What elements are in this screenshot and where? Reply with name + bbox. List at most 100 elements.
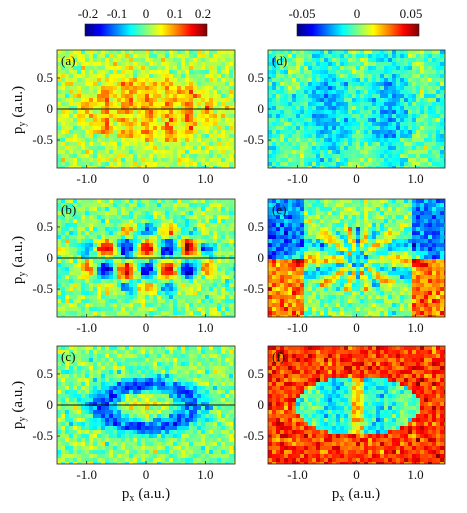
heatmap-cell [85, 414, 89, 418]
heatmap-cell [113, 438, 117, 442]
heatmap-cell [221, 462, 225, 464]
heatmap-cell [137, 62, 141, 66]
heatmap-cell [117, 426, 121, 430]
heatmap-cell [336, 86, 340, 90]
heatmap-cell [57, 134, 61, 138]
heatmap-cell [113, 126, 117, 130]
heatmap-cell [268, 58, 272, 62]
heatmap-cell [65, 130, 69, 134]
heatmap-cell [233, 450, 235, 454]
heatmap-cell [173, 263, 177, 267]
heatmap-cell [141, 94, 145, 98]
heatmap-cell [181, 166, 185, 168]
heatmap-cell [73, 126, 77, 130]
heatmap-cell [280, 78, 284, 82]
heatmap-cell [109, 122, 113, 126]
heatmap-cell [324, 70, 328, 74]
heatmap-cell [177, 74, 181, 78]
heatmap-cell [205, 223, 209, 227]
heatmap-cell [201, 162, 205, 166]
heatmap-cell [225, 203, 229, 207]
heatmap-cell [217, 86, 221, 90]
heatmap-cell [388, 58, 392, 62]
heatmap-cell [157, 130, 161, 134]
heatmap-cell [125, 62, 129, 66]
heatmap-cell [133, 70, 137, 74]
heatmap-cell [169, 426, 173, 430]
heatmap-cell [197, 134, 201, 138]
heatmap-cell [272, 86, 276, 90]
heatmap-cell [197, 150, 201, 154]
heatmap-cell [209, 58, 213, 62]
heatmap-cell [221, 62, 225, 66]
heatmap-cell [300, 50, 304, 54]
heatmap-cell [348, 62, 352, 66]
heatmap-cell [225, 138, 229, 142]
heatmap-cell [209, 430, 213, 434]
heatmap-cell [213, 275, 217, 279]
heatmap-cell [57, 418, 61, 422]
heatmap-cell [169, 398, 173, 402]
heatmap-cell [221, 378, 225, 382]
heatmap-cell [185, 239, 189, 243]
heatmap-cell [372, 66, 376, 70]
heatmap-cell [185, 158, 189, 162]
heatmap-cell [105, 303, 109, 307]
heatmap-cell [101, 434, 105, 438]
heatmap-cell [57, 166, 61, 168]
heatmap-cell [229, 54, 233, 58]
heatmap-cell [312, 78, 316, 82]
heatmap-cell [117, 70, 121, 74]
heatmap-cell [145, 251, 149, 255]
heatmap-cell [388, 66, 392, 70]
heatmap-cell [217, 74, 221, 78]
heatmap-cell [213, 199, 217, 203]
heatmap-cell [141, 223, 145, 227]
heatmap-cell [141, 114, 145, 118]
heatmap-cell [149, 271, 153, 275]
heatmap-cell [81, 223, 85, 227]
heatmap-cell [416, 66, 420, 70]
heatmap-cell [201, 358, 205, 362]
heatmap-cell [404, 118, 408, 122]
heatmap-cell [65, 138, 69, 142]
heatmap-cell [193, 122, 197, 126]
heatmap-cell [328, 50, 332, 54]
heatmap-cell [57, 158, 61, 162]
heatmap-cell [173, 50, 177, 54]
heatmap-cell [193, 430, 197, 434]
heatmap-cell [205, 162, 209, 166]
heatmap-cell [197, 271, 201, 275]
heatmap-cell [408, 70, 412, 74]
heatmap-cell [225, 370, 229, 374]
heatmap-cell [229, 215, 233, 219]
heatmap-cell [217, 215, 221, 219]
heatmap-cell [197, 418, 201, 422]
heatmap-cell [129, 434, 133, 438]
heatmap-cell [221, 303, 225, 307]
heatmap-cell [129, 58, 133, 62]
heatmap-cell [340, 50, 344, 54]
heatmap-cell [173, 203, 177, 207]
heatmap-cell [73, 114, 77, 118]
heatmap-cell [173, 458, 177, 462]
heatmap-cell [328, 58, 332, 62]
heatmap-cell [145, 271, 149, 275]
heatmap-cell [308, 50, 312, 54]
heatmap-cell [197, 239, 201, 243]
heatmap-cell [157, 259, 161, 263]
heatmap-cell [137, 259, 141, 263]
heatmap-cell [197, 354, 201, 358]
heatmap-cell [121, 462, 125, 464]
heatmap-cell [189, 146, 193, 150]
heatmap-cell [169, 263, 173, 267]
heatmap-cell [161, 94, 165, 98]
heatmap-cell [153, 263, 157, 267]
heatmap-cell [137, 315, 141, 317]
heatmap-cell [197, 406, 201, 410]
heatmap-cell [73, 142, 77, 146]
colorbar-left-tick: -0.2 [78, 6, 99, 21]
heatmap-cell [364, 114, 368, 118]
heatmap-cell [304, 70, 308, 74]
heatmap-cell [133, 414, 137, 418]
